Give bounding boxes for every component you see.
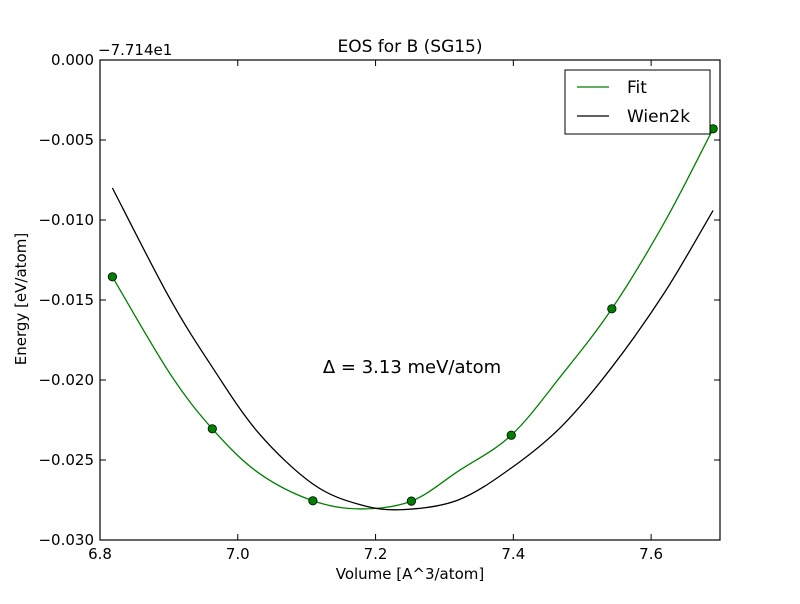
x-tick-label: 7.2 [364, 545, 388, 563]
y-tick-label: −0.005 [38, 131, 94, 149]
data-point [506, 430, 516, 440]
data-point [207, 424, 217, 434]
y-tick-label: −0.020 [38, 371, 94, 389]
x-axis-label: Volume [A^3/atom] [336, 565, 485, 583]
legend: Fit Wien2k [564, 69, 711, 135]
plot-frame [99, 59, 721, 541]
data-point [107, 272, 118, 282]
y-tick-label: −0.015 [38, 291, 94, 309]
y-tick-label: −0.010 [38, 211, 94, 229]
y-offset-label: −7.714e1 [98, 41, 172, 59]
legend-box [564, 69, 711, 135]
y-tick-label: −0.025 [38, 451, 94, 469]
series-line-wien2k [111, 187, 714, 511]
legend-wien2k-label: Wien2k [627, 107, 690, 127]
x-tick-label: 6.8 [88, 545, 112, 563]
x-tick-label: 7.0 [226, 545, 250, 563]
legend-fit-label: Fit [627, 78, 647, 98]
data-point [308, 496, 318, 506]
y-tick-label: −0.030 [38, 531, 94, 549]
chart-title: EOS for B (SG15) [337, 37, 482, 57]
delta-annotation: Δ = 3.13 meV/atom [323, 357, 501, 378]
x-tick-label: 7.4 [501, 545, 525, 563]
data-point [607, 304, 617, 314]
series-line-fit [111, 128, 714, 510]
x-tick-label: 7.6 [639, 545, 663, 563]
y-axis-label: Energy [eV/atom] [12, 233, 30, 365]
y-tick-label: 0.000 [51, 51, 94, 69]
data-point [406, 496, 416, 506]
